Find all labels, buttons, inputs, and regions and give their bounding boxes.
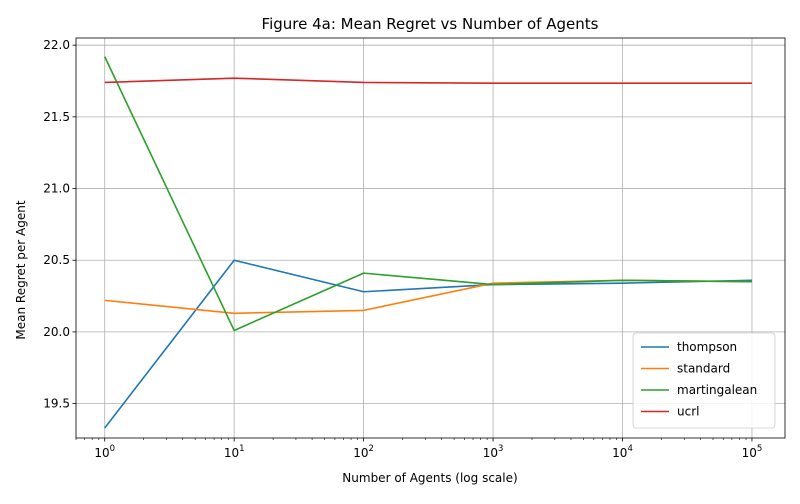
y-tick-label: 20.0 (43, 325, 70, 339)
x-tick-label: 100 (94, 444, 115, 460)
x-tick-label: 103 (483, 444, 504, 460)
x-axis-ticks: 100 101 102 103 104 105 (75, 438, 763, 460)
y-tick-label: 20.5 (43, 253, 70, 267)
legend-label-ucrl: ucrl (677, 405, 699, 419)
y-tick-label: 21.5 (43, 110, 70, 124)
x-tick-label: 104 (612, 444, 633, 460)
x-tick-label: 101 (224, 444, 245, 460)
grid (76, 38, 785, 438)
x-tick-label: 105 (742, 444, 763, 460)
x-axis-label: Number of Agents (log scale) (342, 471, 517, 485)
y-axis-ticks: 19.5 20.0 20.5 21.0 21.5 22.0 (43, 38, 76, 411)
y-tick-label: 22.0 (43, 38, 70, 52)
series-line-standard (104, 279, 752, 315)
y-axis-label: Mean Regret per Agent (14, 200, 28, 339)
series-line-martingalean (103, 56, 752, 332)
legend-label-standard: standard (677, 362, 730, 376)
x-tick-label: 102 (353, 444, 374, 460)
y-tick-label: 21.0 (43, 182, 70, 196)
legend: thompson standard martingalean ucrl (632, 332, 776, 429)
legend-label-thompson: thompson (677, 340, 737, 354)
y-tick-label: 19.5 (43, 397, 70, 411)
legend-label-martingalean: martingalean (677, 383, 757, 397)
series-layer (103, 56, 752, 429)
legend-box (632, 332, 776, 429)
series-line-ucrl (104, 77, 752, 84)
plot-frame (75, 37, 786, 439)
chart-title: Figure 4a: Mean Regret vs Number of Agen… (262, 15, 599, 33)
series-line-thompson (104, 259, 752, 429)
